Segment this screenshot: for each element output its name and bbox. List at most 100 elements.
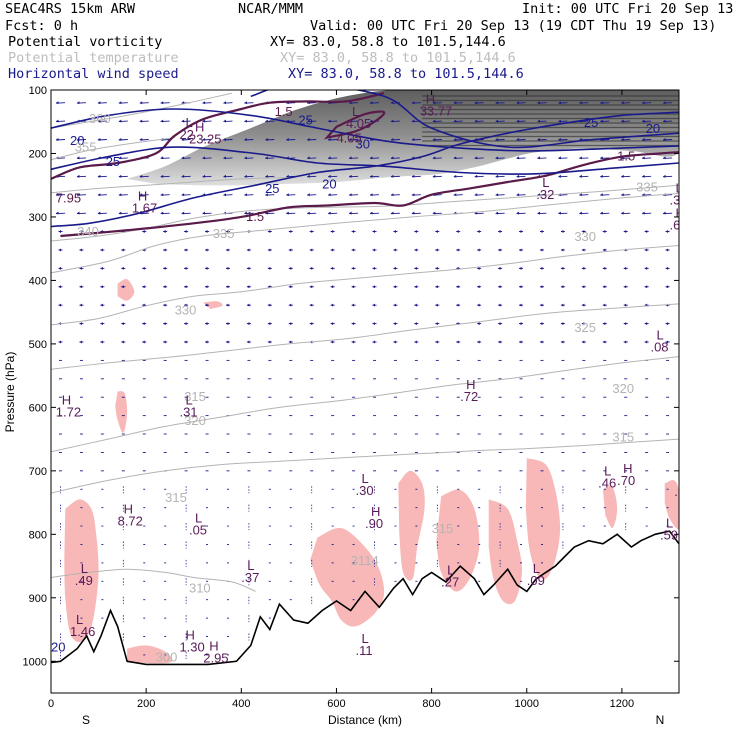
wind-arrow: [477, 303, 482, 307]
wind-arrow: [644, 248, 649, 252]
wind-arrow: [76, 211, 86, 215]
extremum-value: 23.25: [189, 131, 222, 146]
wind-arrow: [453, 156, 463, 160]
wind-arrow: [560, 248, 565, 252]
wind-arrow: [414, 230, 419, 234]
wind-arrow: [498, 340, 503, 344]
wind-arrow: [537, 156, 547, 160]
wind-arrow: [474, 156, 484, 160]
wind-arrow: [560, 303, 565, 307]
wind-arrow: [495, 119, 505, 123]
wind-arrow: [621, 193, 631, 197]
extremum-high: H.67: [669, 206, 679, 233]
wind-arrow: [435, 248, 440, 252]
wind-arrow: [307, 174, 317, 178]
wind-arrow: [58, 248, 63, 252]
wind-arrow: [121, 248, 126, 252]
wind-arrow: [495, 156, 505, 160]
wind-arrow: [393, 303, 398, 307]
wind-arrow: [205, 303, 210, 307]
wind-arrow: [309, 285, 314, 289]
contour-label-theta: 340: [77, 224, 99, 239]
x-axis-right-end: N: [656, 713, 665, 727]
extremum-value: .70: [617, 473, 635, 488]
wind-arrow: [456, 285, 461, 289]
field-xy-pv: XY= 83.0, 58.8 to 101.5,144.6: [270, 34, 506, 50]
wind-arrow: [621, 211, 631, 215]
wind-arrow: [118, 119, 128, 123]
contour-label-pv: 1.5: [617, 148, 635, 163]
wind-arrow: [205, 266, 210, 270]
wind-arrow: [642, 156, 652, 160]
extremum-letter: L: [666, 515, 673, 530]
extremum-value: .72: [460, 389, 478, 404]
wind-contour-25: [51, 108, 679, 152]
wind-arrow: [55, 138, 66, 142]
wind-arrow: [163, 285, 168, 289]
field-name-pv: Potential vorticity: [8, 34, 162, 50]
wind-arrow: [181, 156, 191, 160]
wind-arrow: [474, 119, 484, 123]
contour-label-wind: 25: [106, 154, 120, 169]
wind-arrow: [579, 174, 589, 178]
wind-arrow: [537, 138, 547, 142]
wind-arrow: [330, 322, 335, 326]
wind-arrow: [79, 322, 84, 326]
wind-arrow: [602, 340, 607, 344]
wind-arrow: [307, 211, 317, 215]
wind-arrow: [328, 138, 338, 142]
wind-arrow: [435, 266, 440, 270]
extremum-low: L.46: [598, 463, 616, 490]
wind-arrow: [76, 193, 86, 197]
wind-arrow: [225, 285, 230, 289]
wind-arrow: [372, 248, 377, 252]
x-tick-label: 200: [137, 698, 155, 710]
wind-arrow: [163, 340, 168, 344]
x-tick-label: 1000: [515, 698, 539, 710]
extremum-low: L.59: [660, 515, 678, 542]
wind-arrow: [665, 340, 670, 344]
pink-region-4: [310, 527, 385, 627]
terrain-layer: [51, 530, 679, 666]
theta-contour-335: [51, 193, 679, 274]
wind-arrow: [477, 248, 482, 252]
wind-arrow: [644, 285, 649, 289]
wind-arrow: [498, 266, 503, 270]
wind-arrow: [181, 119, 191, 123]
x-tick-label: 1200: [610, 698, 634, 710]
wind-arrow: [328, 174, 338, 178]
wind-arrow: [288, 285, 293, 289]
wind-arrow: [307, 156, 317, 160]
wind-arrow: [163, 266, 168, 270]
wind-arrow: [330, 303, 335, 307]
wind-arrow: [55, 211, 66, 215]
wind-arrow: [474, 101, 484, 105]
extremum-letter: L: [542, 175, 549, 190]
extremum-high: H8.72: [118, 501, 143, 528]
wind-arrow: [205, 248, 210, 252]
wind-arrow: [225, 266, 230, 270]
wind-arrow: [372, 266, 377, 270]
wind-arrow: [642, 211, 652, 215]
extremum-low: L.05: [189, 510, 207, 537]
contour-label-theta: 3114: [351, 553, 379, 568]
extremum-high: H.90: [365, 504, 383, 531]
wind-arrow: [477, 340, 482, 344]
wind-arrow: [372, 303, 377, 307]
wind-arrow: [286, 138, 296, 142]
pink-region-0: [64, 499, 99, 643]
wind-arrow: [288, 230, 293, 234]
center-label: NCAR/MMM: [238, 1, 303, 17]
wind-arrow: [330, 266, 335, 270]
wind-arrow: [267, 266, 272, 270]
extremum-low: L.11: [355, 631, 372, 658]
y-tick-label: 900: [29, 593, 47, 605]
wind-arrow: [372, 322, 377, 326]
wind-arrow: [181, 193, 191, 197]
wind-arrow: [539, 230, 544, 234]
extremum-letter: L: [680, 472, 687, 487]
wind-arrow: [414, 303, 419, 307]
wind-arrow: [519, 266, 524, 270]
wind-arrow: [600, 211, 610, 215]
wind-arrow: [223, 101, 233, 105]
